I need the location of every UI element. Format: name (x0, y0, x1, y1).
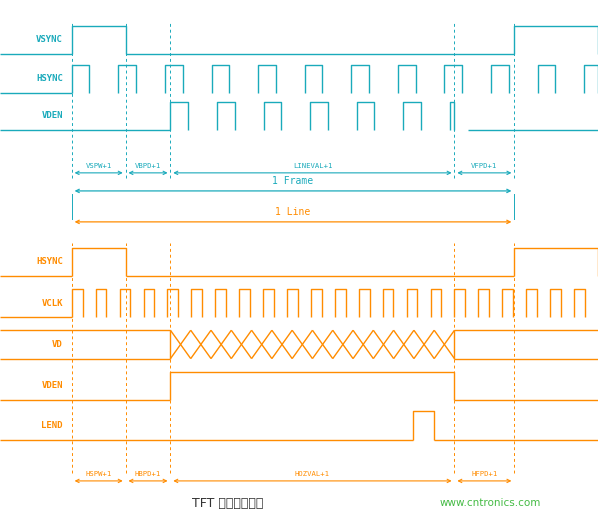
Text: HFPD+1: HFPD+1 (471, 471, 498, 477)
Text: VD: VD (52, 340, 63, 349)
Text: TFT 屏工作时序图: TFT 屏工作时序图 (191, 496, 263, 510)
Text: LINEVAL+1: LINEVAL+1 (293, 163, 332, 169)
Text: VBPD+1: VBPD+1 (135, 163, 161, 169)
Text: HSPW+1: HSPW+1 (86, 471, 112, 477)
Text: VDEN: VDEN (41, 111, 63, 120)
Text: HBPD+1: HBPD+1 (135, 471, 161, 477)
Text: HSYNC: HSYNC (36, 74, 63, 83)
Text: VCLK: VCLK (41, 299, 63, 308)
Text: VDEN: VDEN (41, 381, 63, 390)
Text: HSYNC: HSYNC (36, 257, 63, 266)
Text: VSYNC: VSYNC (36, 36, 63, 44)
Text: 1 Frame: 1 Frame (273, 176, 313, 186)
Text: VSPW+1: VSPW+1 (86, 163, 112, 169)
Text: LEND: LEND (41, 421, 63, 430)
Text: HOZVAL+1: HOZVAL+1 (295, 471, 330, 477)
Text: 1 Line: 1 Line (276, 207, 310, 217)
Text: VFPD+1: VFPD+1 (471, 163, 498, 169)
Text: www.cntronics.com: www.cntronics.com (440, 498, 541, 508)
